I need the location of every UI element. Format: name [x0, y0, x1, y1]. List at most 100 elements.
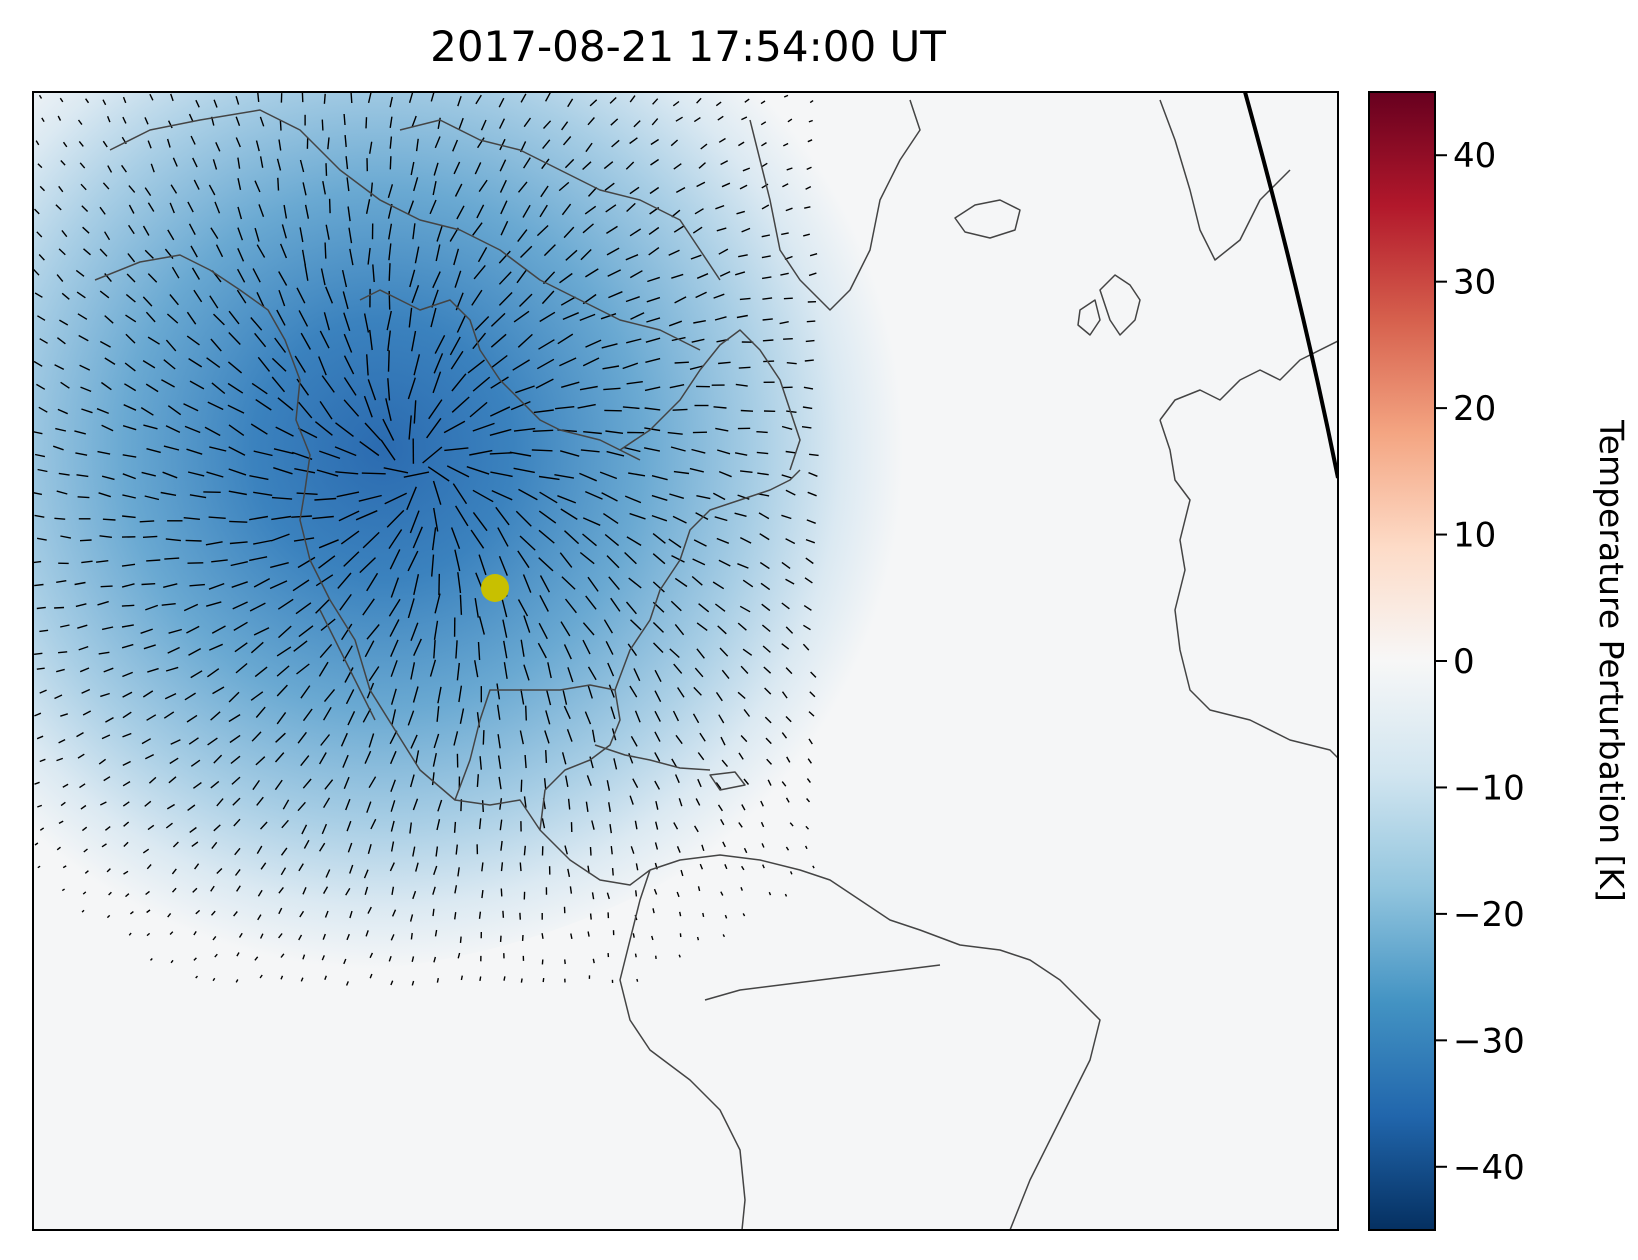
wind-vector	[164, 692, 177, 700]
wind-vector	[455, 844, 458, 855]
wind-vector	[409, 822, 412, 834]
wind-vector	[350, 92, 353, 104]
wind-vector	[741, 865, 745, 871]
wind-vector	[412, 223, 416, 240]
wind-vector	[545, 750, 548, 763]
wind-vector	[99, 290, 110, 299]
wind-vector	[121, 563, 136, 567]
wind-vector	[544, 92, 551, 102]
wind-vector	[294, 355, 306, 373]
wind-vector	[584, 205, 597, 215]
wind-vector	[318, 661, 329, 677]
wind-vector	[808, 272, 817, 277]
wind-vector	[323, 312, 330, 331]
wind-vector	[675, 734, 683, 745]
wind-vector	[601, 492, 618, 502]
wind-vector	[541, 158, 550, 170]
wind-vector	[187, 804, 196, 811]
wind-vector	[579, 385, 598, 391]
wind-vector	[343, 312, 351, 332]
wind-vector	[809, 691, 816, 698]
wind-vector	[724, 914, 728, 919]
wind-vector	[81, 826, 88, 832]
wind-vector	[410, 622, 419, 642]
wind-vector	[408, 92, 414, 103]
wind-vector	[277, 598, 294, 610]
wind-vector	[482, 730, 485, 745]
wind-vector	[319, 643, 333, 659]
wind-vector	[314, 497, 337, 501]
wind-vector	[128, 224, 135, 235]
wind-vector	[689, 467, 704, 473]
wind-vector	[627, 643, 638, 657]
wind-vector	[625, 296, 640, 303]
wind-vector	[743, 778, 750, 785]
wind-vector	[693, 117, 701, 123]
wind-vector	[714, 603, 726, 612]
wind-vector	[55, 427, 67, 432]
wind-vector	[543, 244, 556, 257]
wind-vector	[214, 201, 221, 214]
wind-vector	[802, 643, 810, 651]
wind-vector	[409, 774, 415, 788]
wind-vector	[433, 620, 439, 641]
wind-vector	[341, 269, 348, 288]
wind-vector	[207, 401, 224, 411]
wind-vector	[183, 517, 200, 520]
wind-vector	[715, 692, 723, 702]
wind-vector	[565, 775, 569, 788]
wind-vector	[609, 96, 617, 104]
wind-vector	[807, 139, 813, 143]
wind-vector	[39, 629, 49, 633]
wind-vector	[670, 600, 682, 612]
wind-vector	[249, 475, 269, 481]
wind-vector	[298, 310, 309, 327]
wind-vector	[237, 178, 242, 191]
wind-vector	[538, 475, 560, 481]
wind-vector	[361, 472, 386, 475]
wind-vector	[643, 447, 661, 452]
wind-vector	[77, 496, 90, 499]
wind-vector	[124, 362, 136, 372]
wind-vector	[453, 248, 460, 266]
wind-vector	[323, 93, 326, 104]
wind-vector	[457, 867, 460, 877]
wind-vector	[525, 705, 527, 721]
wind-vector	[96, 560, 109, 563]
wind-vector	[280, 953, 285, 958]
wind-vector	[454, 912, 457, 920]
wind-vector	[75, 452, 88, 456]
wind-vector	[259, 156, 264, 168]
wind-vector	[163, 445, 180, 451]
wind-vector	[234, 642, 248, 653]
wind-vector	[300, 755, 310, 767]
wind-vector	[186, 335, 200, 346]
wind-vector	[762, 318, 773, 321]
wind-vector	[585, 490, 603, 500]
wind-vector	[781, 691, 788, 699]
wind-vector	[415, 862, 419, 872]
wind-vector	[520, 779, 523, 792]
wind-vector	[692, 713, 700, 724]
wind-vector	[674, 577, 688, 588]
wind-vector	[604, 533, 620, 547]
wind-vector	[693, 686, 702, 696]
wind-vector	[564, 845, 568, 855]
wind-vector	[500, 888, 503, 897]
wind-vector	[34, 583, 44, 587]
wind-vector	[312, 515, 334, 520]
wind-vector	[523, 796, 527, 808]
wind-vector	[147, 273, 158, 283]
wind-vector	[759, 561, 770, 570]
wind-vector	[476, 204, 485, 219]
wind-vector	[675, 116, 683, 122]
wind-vector	[785, 578, 795, 585]
wind-vector	[56, 490, 68, 495]
wind-vector	[58, 820, 64, 825]
wind-vector	[147, 336, 160, 345]
wind-vector	[254, 227, 260, 242]
wind-vector	[739, 605, 751, 613]
wind-vector	[474, 660, 479, 678]
wind-vector	[364, 640, 375, 658]
